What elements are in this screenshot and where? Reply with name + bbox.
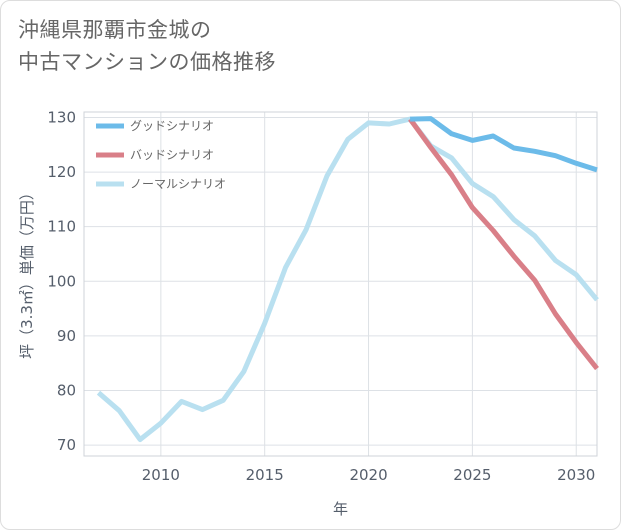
grid [84,112,597,456]
chart-title: 沖縄県那覇市金城の 中古マンションの価格推移 [18,18,276,74]
x-tick-label: 2010 [142,466,180,484]
x-axis-label: 年 [333,500,348,518]
y-tick-label: 130 [47,108,76,126]
y-tick-label: 80 [57,381,76,399]
series-line-2 [96,116,599,443]
y-tick-label: 110 [47,218,76,236]
y-tick-label: 90 [57,327,76,345]
x-tick-label: 2030 [557,466,595,484]
legend-label: バッドシナリオ [130,148,214,162]
y-tick-label: 70 [57,436,76,454]
legend-label: ノーマルシナリオ [130,177,226,191]
y-tick-label: 100 [47,272,76,290]
series-layer [96,116,599,443]
series-line-1 [408,117,599,371]
y-tick-label: 120 [47,163,76,181]
legend-label: グッドシナリオ [130,119,214,133]
y-axis-label: 坪（3.3㎡）単価（万円） [18,185,36,359]
tick-labels: 2010 2015 2020 2025 2030 70 80 90 100 110 120 130 [47,108,595,484]
x-tick-label: 2015 [246,466,284,484]
series-line-0 [410,116,598,173]
x-tick-label: 2025 [453,466,491,484]
plot-frame [83,111,598,457]
x-tick-label: 2020 [349,466,387,484]
